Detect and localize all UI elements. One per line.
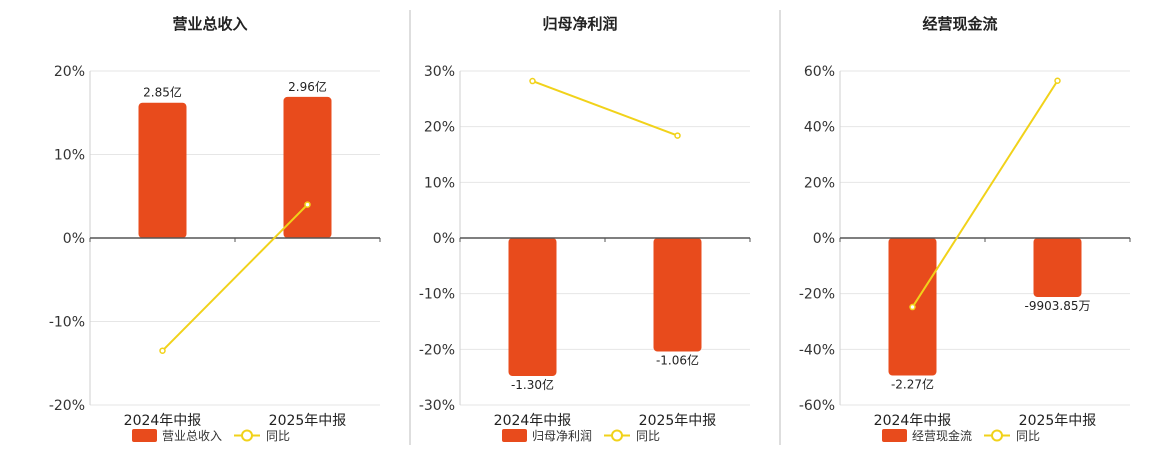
- x-category-label: 2024年中报: [874, 413, 952, 429]
- y-tick-label: 10%: [424, 175, 455, 191]
- legend-bar-swatch: [882, 429, 907, 442]
- yoy-point: [909, 303, 916, 311]
- x-category-label: 2025年中报: [639, 413, 717, 429]
- x-category-label: 2025年中报: [1019, 413, 1097, 429]
- yoy-point: [674, 132, 681, 139]
- legend-line-label: 同比: [266, 429, 290, 443]
- bar-2024年中报: [138, 102, 187, 238]
- y-tick-label: -20%: [419, 342, 455, 358]
- legend-bar-label: 经营现金流: [912, 428, 972, 443]
- y-tick-label: 60%: [804, 64, 835, 80]
- x-category-label: 2024年中报: [494, 413, 572, 429]
- y-tick-label: -10%: [419, 287, 455, 303]
- chart-panel-2: 归母净利润 30% 20% 10% 0% -10% -20% -30% -1.30亿 -1.06亿…: [419, 15, 751, 443]
- yoy-point: [529, 77, 536, 85]
- y-tick-label: -30%: [419, 398, 455, 414]
- chart-title: 归母净利润: [542, 15, 617, 33]
- x-category-label: 2025年中报: [269, 413, 347, 429]
- bar-data-label: -1.30亿: [511, 377, 554, 392]
- legend-line-marker: [991, 429, 1003, 442]
- y-tick-label: 0%: [63, 231, 85, 247]
- legend-bar-swatch: [502, 429, 527, 442]
- chart-panel-3: 经营现金流 60% 40% 20% 0% -20% -40% -60% -2.27亿 -9903.…: [799, 15, 1131, 443]
- bar-2025年中报: [1033, 238, 1082, 298]
- y-tick-label: -40%: [799, 342, 835, 358]
- legend-line-label: 同比: [1016, 429, 1040, 443]
- y-tick-label: 40%: [804, 120, 835, 136]
- y-tick-label: 30%: [424, 64, 455, 80]
- chart-title: 营业总收入: [172, 15, 247, 33]
- yoy-point: [1054, 77, 1061, 84]
- yoy-line: [161, 203, 309, 352]
- bar-data-label: 2.85亿: [143, 85, 182, 100]
- yoy-line: [532, 80, 678, 137]
- y-tick-label: 20%: [54, 64, 85, 80]
- bar-data-label: 2.96亿: [288, 79, 327, 94]
- y-tick-label: -20%: [799, 287, 835, 303]
- chart-title: 经营现金流: [922, 15, 997, 33]
- legend-bar-label: 营业总收入: [162, 429, 222, 443]
- y-tick-label: 10%: [54, 148, 85, 164]
- y-tick-label: 20%: [424, 120, 455, 136]
- bar-data-label: -2.27亿: [891, 376, 934, 391]
- legend-line-marker: [611, 429, 623, 442]
- legend-bar-swatch: [132, 429, 157, 442]
- yoy-point: [159, 347, 166, 354]
- yoy-line: [911, 80, 1059, 308]
- legend-line-label: 同比: [636, 429, 660, 443]
- y-tick-label: -10%: [49, 315, 85, 331]
- bar-data-label: -9903.85万: [1025, 299, 1091, 313]
- bar-data-label: -1.06亿: [656, 353, 699, 368]
- legend-line-marker: [241, 429, 253, 442]
- yoy-point: [304, 201, 311, 208]
- bar-2024年中报: [508, 238, 557, 377]
- y-tick-label: 0%: [813, 231, 835, 247]
- y-tick-label: 20%: [804, 175, 835, 191]
- bar-2025年中报: [653, 238, 702, 352]
- y-tick-label: -60%: [799, 398, 835, 414]
- y-tick-label: -20%: [49, 398, 85, 414]
- x-category-label: 2024年中报: [124, 413, 202, 429]
- bar-2025年中报: [283, 96, 332, 238]
- chart-panel-1: 营业总收入 20% 10% 0% -10% -20% 2.85亿 2.96亿 2024年中报 20…: [49, 15, 381, 443]
- y-tick-label: 0%: [433, 231, 455, 247]
- legend-bar-label: 归母净利润: [532, 429, 592, 443]
